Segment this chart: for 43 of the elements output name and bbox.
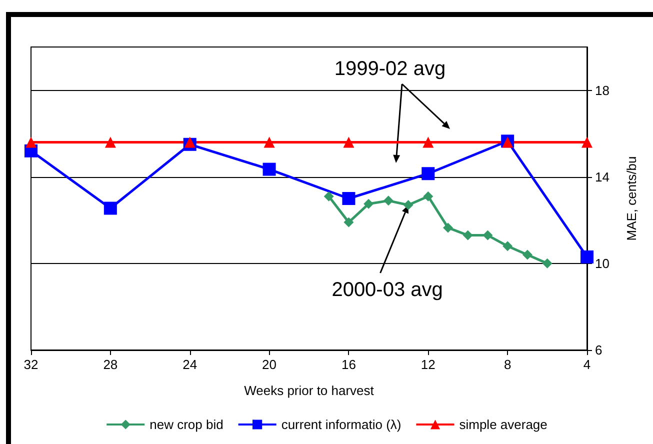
x-tick-label: 4: [583, 357, 591, 372]
y-axis-title: MAE, cents/bu: [624, 156, 639, 241]
point: [423, 191, 434, 202]
legend-label: current informatio (λ): [281, 417, 402, 432]
y-tick-label: 10: [595, 256, 610, 271]
point: [422, 136, 434, 148]
point: [344, 217, 354, 228]
y-tick-label: 18: [595, 82, 610, 98]
x-tick-label: 16: [341, 357, 356, 372]
point: [104, 136, 116, 148]
point: [462, 230, 473, 240]
x-axis-title: Weeks prior to harvest: [244, 383, 374, 398]
x-tick-label: 8: [504, 357, 512, 372]
point: [104, 202, 117, 215]
point: [522, 250, 532, 260]
point: [343, 136, 354, 148]
point: [262, 162, 276, 176]
x-tick-label: 28: [103, 357, 118, 372]
x-tick-label: 12: [420, 357, 436, 372]
annotation: 1999-02 avg: [334, 58, 446, 80]
point: [422, 167, 435, 180]
point: [582, 136, 592, 148]
point: [342, 192, 356, 205]
point: [383, 196, 394, 206]
point: [542, 258, 552, 268]
point: [26, 136, 36, 148]
point: [184, 136, 196, 148]
point: [482, 230, 493, 240]
point: [364, 198, 374, 209]
point: [443, 222, 453, 233]
annotation: 2000-03 avg: [332, 278, 443, 301]
legend-label: new crop bid: [150, 417, 224, 432]
y-tick-label: 14: [595, 169, 610, 184]
y-tick-label: 6: [595, 342, 602, 358]
point: [324, 191, 334, 202]
point: [403, 200, 414, 210]
x-tick-label: 20: [262, 357, 277, 372]
point: [502, 241, 513, 252]
legend-label: simple average: [459, 417, 548, 432]
x-tick-label: 32: [24, 357, 38, 372]
point: [264, 136, 275, 148]
x-tick-label: 24: [182, 357, 198, 372]
point: [580, 250, 594, 264]
